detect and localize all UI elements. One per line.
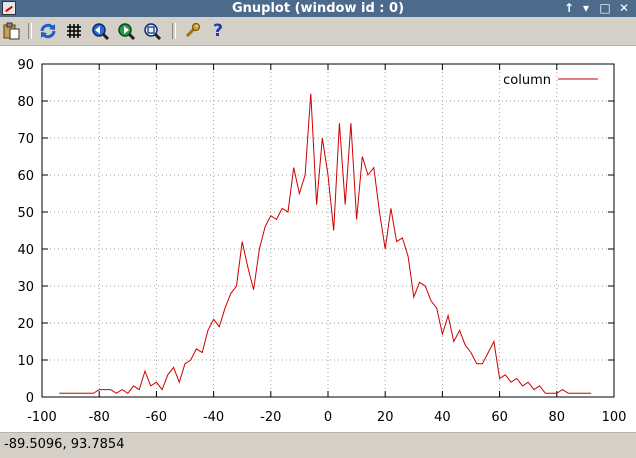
help-icon: ? [213,21,223,41]
autoscale-button[interactable] [142,21,162,41]
replot-icon [40,23,56,39]
help-button[interactable]: ? [208,21,228,41]
zoom-previous-button[interactable] [90,21,110,41]
y-tick-label: 80 [17,95,34,110]
y-tick-label: 60 [17,169,34,184]
zoom-next-button[interactable] [116,21,136,41]
minimize-button[interactable]: ▾ [582,1,590,15]
toolbar: ? [0,17,636,46]
x-tick-label: -20 [260,410,281,425]
legend-label: column [503,73,551,88]
x-tick-label: -40 [203,410,224,425]
zoom-next-icon [118,23,135,40]
axis-ticks [41,63,615,398]
copy-to-clipboard-icon [3,22,20,40]
toolbar-separator [172,23,176,39]
maximize-button[interactable]: □ [599,1,611,15]
x-tick-label: 60 [491,410,508,425]
y-tick-label: 30 [17,280,34,295]
title-bar[interactable]: Gnuplot (window id : 0) ↑ ▾ □ ✕ [0,0,636,17]
toolbar-separator [28,23,32,39]
keep-above-button[interactable]: ↑ [563,1,575,15]
legend[interactable]: column [503,73,598,88]
y-tick-label: 50 [17,206,34,221]
series-line-column [59,93,592,394]
y-tick-label: 20 [17,317,34,332]
status-bar: -89.5096, 93.7854 [0,432,636,458]
plot-frame [41,63,615,398]
x-tick-label: 0 [324,410,332,425]
y-tick-label: 0 [26,391,34,406]
x-tick-label: 20 [377,410,394,425]
gnuplot-app-icon[interactable] [2,1,16,15]
chart-grid [42,64,614,397]
grid-icon [67,24,81,38]
replot-button[interactable] [38,21,58,41]
wrench-icon [185,23,200,38]
window-title: Gnuplot (window id : 0) [231,1,405,16]
x-tick-label: -60 [146,410,167,425]
x-tick-label: -80 [89,410,110,425]
y-tick-label: 10 [17,354,34,369]
autoscale-icon [144,23,161,40]
grid-button[interactable] [64,21,84,41]
tick-labels: -100 -80 -60 -40 -20 0 20 40 60 80 100 0 10 20 30 40 50 6… [17,58,626,425]
mouse-coordinates: -89.5096, 93.7854 [4,437,125,452]
close-button[interactable]: ✕ [618,1,630,15]
x-tick-label: 100 [602,410,627,425]
y-tick-label: 70 [17,132,34,147]
x-tick-label: -100 [27,410,57,425]
zoom-previous-icon [92,23,109,40]
line-chart[interactable]: -100 -80 -60 -40 -20 0 20 40 60 80 100 0 10 20 30 40 50 6… [0,46,636,432]
y-tick-label: 40 [17,243,34,258]
options-button[interactable] [182,21,202,41]
copy-to-clipboard-button[interactable] [2,21,22,41]
series-layer [59,93,592,394]
y-tick-label: 90 [17,58,34,73]
plot-area[interactable]: -100 -80 -60 -40 -20 0 20 40 60 80 100 0 10 20 30 40 50 6… [0,46,636,432]
x-tick-label: 40 [434,410,451,425]
x-tick-label: 80 [549,410,566,425]
